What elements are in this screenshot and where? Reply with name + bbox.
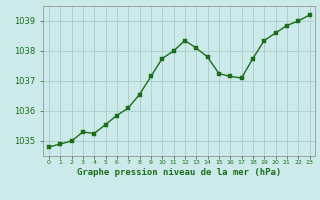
X-axis label: Graphe pression niveau de la mer (hPa): Graphe pression niveau de la mer (hPa) (77, 168, 281, 177)
